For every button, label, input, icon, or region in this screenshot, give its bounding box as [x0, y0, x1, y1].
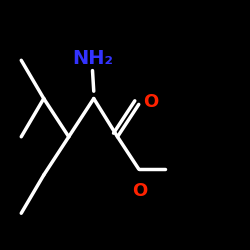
Text: O: O [143, 93, 158, 111]
Text: O: O [132, 182, 148, 200]
Text: NH₂: NH₂ [72, 49, 113, 68]
